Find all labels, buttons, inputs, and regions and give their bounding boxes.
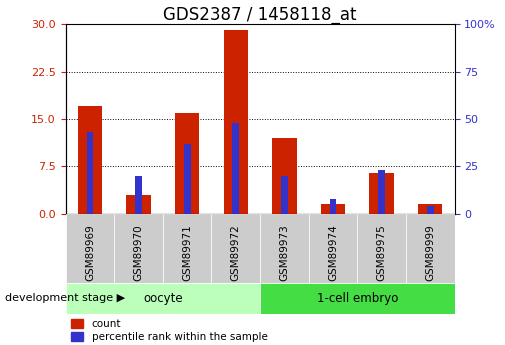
Bar bbox=[358, 214, 406, 283]
Bar bbox=[370, 173, 394, 214]
Bar bbox=[135, 176, 142, 214]
Bar bbox=[281, 176, 288, 214]
Text: development stage ▶: development stage ▶ bbox=[5, 294, 125, 303]
Bar bbox=[321, 204, 345, 214]
Bar bbox=[330, 199, 336, 214]
Title: GDS2387 / 1458118_at: GDS2387 / 1458118_at bbox=[163, 6, 357, 24]
Text: oocyte: oocyte bbox=[143, 292, 183, 305]
Bar bbox=[114, 214, 163, 283]
Bar bbox=[232, 123, 239, 214]
Bar bbox=[378, 170, 385, 214]
Bar bbox=[309, 214, 357, 283]
Bar bbox=[272, 138, 296, 214]
Bar bbox=[86, 132, 93, 214]
Bar bbox=[66, 283, 260, 314]
Text: GSM89973: GSM89973 bbox=[279, 224, 289, 281]
Bar bbox=[260, 214, 309, 283]
Bar bbox=[406, 214, 454, 283]
Bar bbox=[175, 113, 199, 214]
Bar bbox=[126, 195, 150, 214]
Bar bbox=[184, 144, 190, 214]
Bar bbox=[260, 283, 454, 314]
Bar bbox=[163, 214, 212, 283]
Bar bbox=[427, 206, 434, 214]
Text: GSM89969: GSM89969 bbox=[85, 224, 95, 281]
Text: GSM89999: GSM89999 bbox=[425, 224, 435, 281]
Bar bbox=[78, 106, 102, 214]
Bar bbox=[212, 214, 260, 283]
Bar bbox=[66, 214, 114, 283]
Text: GSM89970: GSM89970 bbox=[133, 224, 143, 281]
Bar bbox=[224, 30, 248, 214]
Bar bbox=[418, 204, 442, 214]
Text: GSM89972: GSM89972 bbox=[231, 224, 241, 281]
Legend: count, percentile rank within the sample: count, percentile rank within the sample bbox=[71, 319, 268, 342]
Text: GSM89971: GSM89971 bbox=[182, 224, 192, 281]
Text: GSM89975: GSM89975 bbox=[377, 224, 387, 281]
Text: GSM89974: GSM89974 bbox=[328, 224, 338, 281]
Text: 1-cell embryo: 1-cell embryo bbox=[317, 292, 398, 305]
